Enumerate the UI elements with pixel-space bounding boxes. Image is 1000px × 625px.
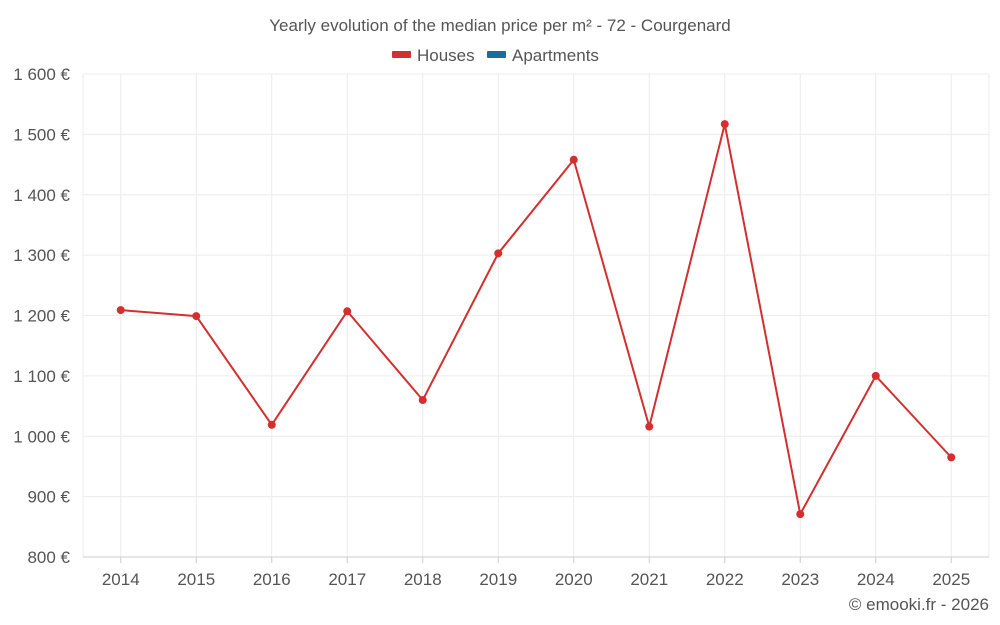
data-point[interactable] xyxy=(494,249,503,258)
series-group xyxy=(116,120,956,519)
data-point[interactable] xyxy=(569,155,578,164)
x-tick-label: 2017 xyxy=(328,570,366,589)
data-point[interactable] xyxy=(192,312,201,321)
legend-swatch-apartments xyxy=(487,51,506,58)
legend-label-apartments: Apartments xyxy=(512,46,599,65)
y-tick-label: 1 300 € xyxy=(13,246,70,265)
chart-title: Yearly evolution of the median price per… xyxy=(269,16,730,35)
y-tick-label: 1 500 € xyxy=(13,125,70,144)
x-tick-label: 2021 xyxy=(630,570,668,589)
data-point[interactable] xyxy=(343,307,352,316)
y-tick-label: 1 400 € xyxy=(13,186,70,205)
y-tick-label: 1 200 € xyxy=(13,307,70,326)
x-tick-label: 2022 xyxy=(706,570,744,589)
x-tick-label: 2023 xyxy=(781,570,819,589)
y-axis: 800 € 900 € 1 000 € 1 100 € 1 200 € 1 300 € 1 … xyxy=(13,65,70,567)
y-tick-label: 1 100 € xyxy=(13,367,70,386)
x-tick-label: 2018 xyxy=(404,570,442,589)
data-point[interactable] xyxy=(267,420,276,429)
y-tick-label: 1 000 € xyxy=(13,427,70,446)
legend-swatch-houses xyxy=(392,51,411,58)
data-point[interactable] xyxy=(871,371,880,380)
data-point[interactable] xyxy=(796,510,805,519)
footer-credit: © emooki.fr - 2026 xyxy=(849,595,989,614)
y-tick-label: 1 600 € xyxy=(13,65,70,84)
series-line-houses xyxy=(120,123,952,516)
x-axis: 2014 2015 2016 2017 2018 2019 2020 2021 2022 2023… xyxy=(83,556,989,589)
data-point[interactable] xyxy=(645,422,654,431)
y-tick-label: 900 € xyxy=(27,488,70,507)
x-tick-label: 2016 xyxy=(253,570,291,589)
legend: Houses Apartments xyxy=(392,46,599,65)
legend-label-houses: Houses xyxy=(417,46,475,65)
x-tick-label: 2025 xyxy=(932,570,970,589)
data-point[interactable] xyxy=(418,396,427,405)
x-tick-label: 2014 xyxy=(102,570,140,589)
series-houses xyxy=(116,120,956,519)
x-tick-label: 2019 xyxy=(479,570,517,589)
legend-item-houses[interactable]: Houses xyxy=(392,46,475,65)
x-tick-label: 2020 xyxy=(555,570,593,589)
x-tick-label: 2024 xyxy=(857,570,895,589)
grid xyxy=(82,73,990,557)
y-tick-label: 800 € xyxy=(27,548,70,567)
data-point[interactable] xyxy=(116,306,125,315)
data-point[interactable] xyxy=(947,453,956,462)
data-point[interactable] xyxy=(720,120,729,129)
x-tick-label: 2015 xyxy=(177,570,215,589)
legend-item-apartments[interactable]: Apartments xyxy=(487,46,599,65)
